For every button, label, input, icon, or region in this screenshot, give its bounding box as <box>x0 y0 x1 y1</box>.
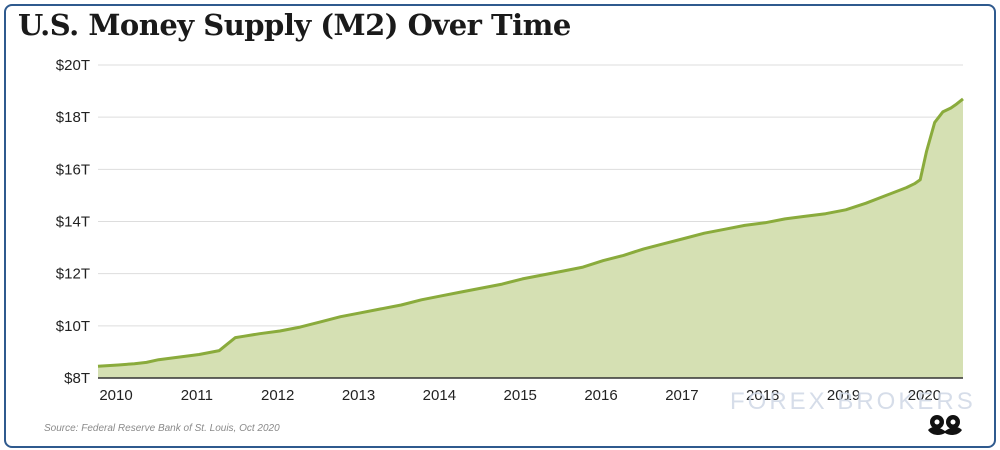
watermark-text: FOREX BROKERS <box>730 388 976 415</box>
y-tick-label: $20T <box>56 57 90 74</box>
x-tick-label: 2013 <box>342 387 375 404</box>
y-tick-label: $14T <box>56 214 90 231</box>
y-tick-label: $18T <box>56 109 90 126</box>
y-axis-ticks: $8T $10T $12T $14T $16T $18T $20T <box>56 57 90 387</box>
chart-title: U.S. Money Supply (M2) Over Time <box>18 8 571 42</box>
y-tick-label: $10T <box>56 318 90 335</box>
x-tick-label: 2012 <box>261 387 294 404</box>
x-tick-label: 2018 <box>746 387 779 404</box>
y-tick-label: $16T <box>56 161 90 178</box>
series-line <box>97 97 964 368</box>
x-tick-label: 2010 <box>99 387 132 404</box>
series-area-fill <box>98 98 963 379</box>
x-tick-label: 2019 <box>827 387 860 404</box>
x-tick-label: 2014 <box>423 387 456 404</box>
x-axis-ticks: 2010 2011 2012 2013 2014 2015 2016 2017 2018 2019… <box>99 387 941 404</box>
x-tick-label: 2016 <box>584 387 617 404</box>
x-tick-label: 2017 <box>665 387 698 404</box>
y-tick-label: $8T <box>64 370 90 387</box>
x-tick-label: 2020 <box>908 387 941 404</box>
mustache-logo-icon <box>928 415 962 435</box>
y-tick-label: $12T <box>56 266 90 283</box>
x-tick-label: 2011 <box>181 387 213 404</box>
x-tick-label: 2015 <box>504 387 537 404</box>
source-note: Source: Federal Reserve Bank of St. Loui… <box>44 423 280 434</box>
